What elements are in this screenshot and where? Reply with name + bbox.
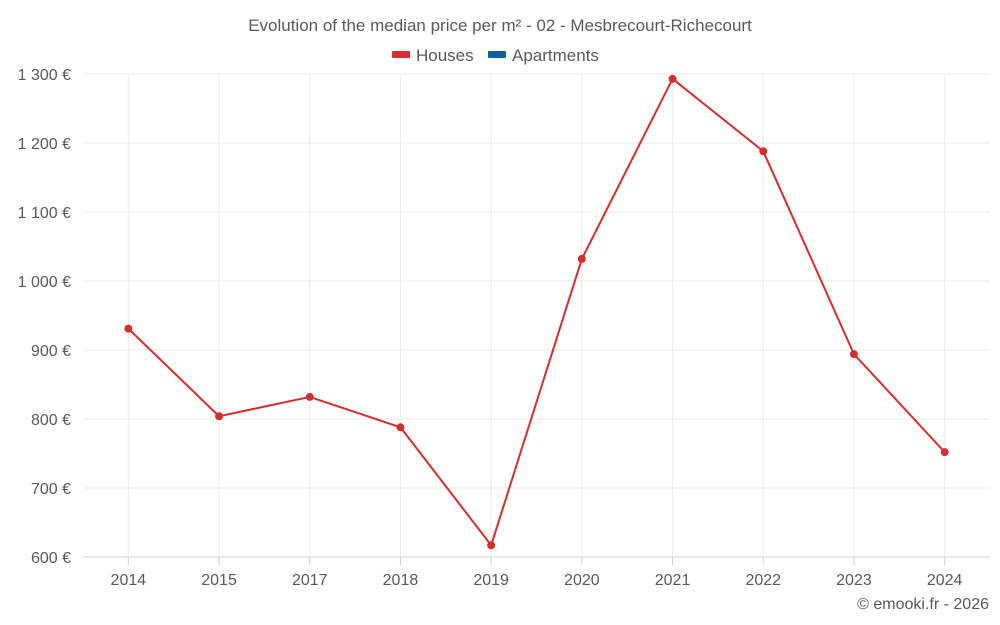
- y-tick-label: 1 300 €: [18, 67, 71, 84]
- y-tick-label: 900 €: [31, 343, 71, 360]
- x-tick-label: 2021: [655, 572, 691, 589]
- series-layer: [124, 74, 949, 550]
- y-axis: 600 € 700 € 800 € 900 € 1 000 € 1 100 € 1 200 …: [18, 67, 71, 567]
- data-point-houses-2022[interactable]: [759, 147, 768, 156]
- y-tick-label: 1 100 €: [18, 205, 71, 222]
- x-tick-label: 2024: [927, 572, 963, 589]
- x-tick-label: 2020: [564, 572, 600, 589]
- y-tick-label: 700 €: [31, 481, 71, 498]
- data-point-houses-2015[interactable]: [215, 412, 224, 421]
- data-point-houses-2017[interactable]: [305, 392, 314, 401]
- credit-text: © emooki.fr - 2026: [857, 596, 989, 613]
- data-point-houses-2018[interactable]: [396, 423, 405, 432]
- y-tick-label: 1 000 €: [18, 274, 71, 291]
- data-point-houses-2019[interactable]: [487, 541, 496, 550]
- data-point-houses-2023[interactable]: [849, 350, 858, 359]
- x-tick-label: 2018: [383, 572, 419, 589]
- y-tick-label: 600 €: [31, 550, 71, 567]
- x-tick-label: 2015: [201, 572, 237, 589]
- grid: [83, 73, 990, 558]
- x-tick-label: 2022: [745, 572, 781, 589]
- series-line-houses: [127, 77, 946, 547]
- legend-label-apartments[interactable]: Apartments: [512, 46, 599, 65]
- data-point-houses-2014[interactable]: [124, 324, 133, 333]
- x-tick-label: 2017: [292, 572, 328, 589]
- legend-label-houses[interactable]: Houses: [416, 46, 474, 65]
- x-axis: 2014 2015 2017 2018 2019 2020 2021 2022 2023 2024: [111, 557, 963, 589]
- legend-swatch-apartments[interactable]: [488, 51, 506, 58]
- x-tick-label: 2019: [473, 572, 509, 589]
- chart-title: Evolution of the median price per m² - 0…: [248, 16, 752, 35]
- y-tick-label: 800 €: [31, 412, 71, 429]
- data-point-houses-2024[interactable]: [940, 448, 949, 457]
- x-tick-label: 2014: [111, 572, 147, 589]
- data-point-houses-2021[interactable]: [668, 74, 677, 83]
- y-tick-label: 1 200 €: [18, 136, 71, 153]
- data-point-houses-2020[interactable]: [577, 254, 586, 263]
- legend-swatch-houses[interactable]: [392, 51, 410, 58]
- x-tick-label: 2023: [836, 572, 872, 589]
- legend: Houses Apartments: [392, 46, 599, 65]
